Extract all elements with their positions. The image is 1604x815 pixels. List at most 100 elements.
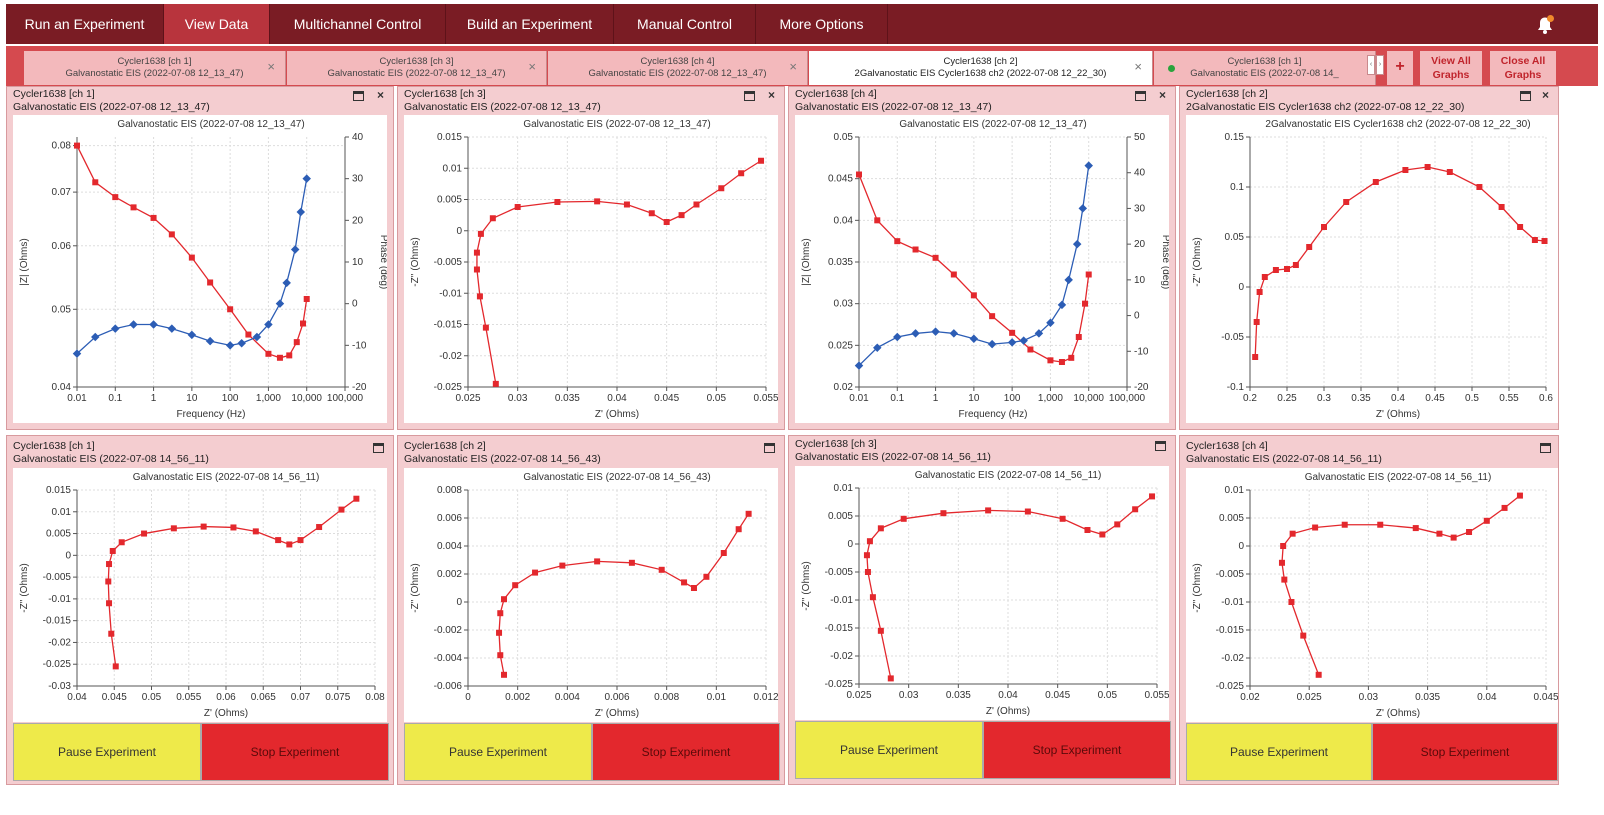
pause-experiment-button[interactable]: Pause Experiment	[795, 721, 983, 779]
data-point	[1256, 289, 1263, 295]
data-tab-ch2[interactable]: Cycler1638 [ch 2] 2Galvanostatic EIS Cyc…	[809, 51, 1153, 85]
data-point	[286, 352, 293, 359]
pause-experiment-button[interactable]: Pause Experiment	[13, 723, 201, 781]
close-icon[interactable]: ×	[789, 59, 797, 74]
data-point	[473, 266, 480, 273]
data-point	[1272, 267, 1279, 273]
data-point	[150, 214, 157, 221]
data-point	[1114, 521, 1121, 528]
data-point	[501, 596, 508, 603]
data-point	[559, 562, 566, 569]
graph-panel-8: Cycler1638 [ch 4] Galvanostatic EIS (2022…	[1179, 435, 1559, 785]
close-icon[interactable]: ×	[1134, 59, 1142, 74]
maximize-icon[interactable]	[1155, 441, 1166, 451]
y2-axis-label: Phase (deg)	[378, 235, 387, 289]
data-point	[303, 295, 310, 302]
data-point	[877, 525, 884, 532]
data-point	[1498, 204, 1505, 210]
pause-experiment-button[interactable]: Pause Experiment	[404, 723, 592, 781]
data-point	[496, 629, 503, 636]
chart-title: Galvanostatic EIS (2022-07-08 14_56_11)	[133, 472, 320, 483]
maximize-icon[interactable]	[1135, 91, 1146, 101]
data-point	[188, 254, 195, 261]
y-tick-label: -0.005	[825, 567, 854, 578]
maximize-icon[interactable]	[353, 91, 364, 101]
add-tab-button[interactable]: +	[1387, 51, 1413, 85]
plot-area: Galvanostatic EIS (2022-07-08 12_13_47) 0…	[13, 115, 387, 423]
data-point	[931, 327, 940, 336]
view-all-graphs-button[interactable]: View All Graphs	[1420, 51, 1482, 85]
data-point	[1541, 238, 1548, 244]
stop-experiment-button[interactable]: Stop Experiment	[201, 723, 389, 781]
y-tick-label: -0.006	[434, 681, 463, 692]
close-icon[interactable]: ×	[1159, 88, 1167, 102]
close-icon[interactable]: ×	[377, 88, 385, 102]
data-point	[1281, 576, 1288, 583]
stop-experiment-button[interactable]: Stop Experiment	[983, 721, 1171, 779]
data-point	[690, 585, 697, 591]
close-icon[interactable]: ×	[528, 59, 536, 74]
close-icon[interactable]: ×	[1542, 88, 1550, 102]
eis-nyquist-chart: 2Galvanostatic EIS Cycler1638 ch2 (2022-…	[1192, 119, 1553, 420]
graph-panel-4: Cycler1638 [ch 2] 2Galvanostatic EIS Cycl…	[1179, 86, 1559, 430]
y-tick-label: 0	[456, 597, 462, 608]
data-tab-ch1[interactable]: Cycler1638 [ch 1] Galvanostatic EIS (202…	[24, 51, 286, 85]
close-all-graphs-button[interactable]: Close All Graphs	[1490, 51, 1556, 85]
stop-experiment-button[interactable]: Stop Experiment	[1372, 723, 1558, 781]
data-point	[873, 343, 882, 352]
data-point	[1412, 525, 1419, 532]
data-point	[141, 530, 148, 537]
chart-title: Galvanostatic EIS (2022-07-08 14_56_11)	[1305, 472, 1492, 483]
x-tick-label: 0.025	[455, 393, 480, 404]
maximize-icon[interactable]	[744, 91, 755, 101]
x-tick-label: 0.035	[555, 393, 580, 404]
y2-tick-label: 50	[1134, 132, 1146, 143]
scroll-right-icon[interactable]: ›	[1376, 55, 1384, 75]
data-point	[512, 582, 519, 589]
maximize-icon[interactable]	[1520, 91, 1531, 101]
data-point	[1372, 179, 1379, 185]
bell-icon[interactable]	[1534, 14, 1556, 36]
y-tick-label: -0.002	[434, 625, 463, 636]
data-point	[738, 170, 745, 177]
data-point	[167, 324, 177, 333]
eis-nyquist-chart: Galvanostatic EIS (2022-07-08 14_56_43) 0…	[410, 472, 778, 719]
panel-experiment: Galvanostatic EIS (2022-07-08 14_56_11)	[1186, 453, 1382, 465]
maximize-icon[interactable]	[1540, 443, 1551, 453]
tab-build-experiment[interactable]: Build an Experiment	[446, 4, 614, 44]
y-tick-label: -0.01	[830, 595, 853, 606]
scroll-left-icon[interactable]: ‹	[1367, 55, 1375, 75]
data-point	[1341, 521, 1348, 528]
stop-experiment-button[interactable]: Stop Experiment	[592, 723, 780, 781]
x-tick-label: 0.05	[1098, 690, 1118, 701]
y-tick-label: -0.03	[48, 681, 71, 692]
data-point	[912, 246, 919, 253]
close-icon[interactable]: ×	[768, 88, 776, 102]
data-tab-ch3[interactable]: Cycler1638 [ch 3] Galvanostatic EIS (202…	[287, 51, 547, 85]
data-point	[1501, 504, 1508, 511]
tab-manual-control[interactable]: Manual Control	[614, 4, 756, 44]
data-point	[473, 249, 480, 256]
close-icon[interactable]: ×	[267, 59, 275, 74]
data-tab-ch4[interactable]: Cycler1638 [ch 4] Galvanostatic EIS (202…	[548, 51, 808, 85]
eis-bode-chart: Galvanostatic EIS (2022-07-08 12_13_47) 0…	[19, 119, 387, 420]
tab-multichannel-control[interactable]: Multichannel Control	[270, 4, 446, 44]
tab-more-options[interactable]: More Options	[756, 4, 888, 44]
data-point	[1084, 527, 1091, 533]
tab-view-data[interactable]: View Data	[164, 4, 270, 44]
data-point	[1280, 543, 1287, 549]
data-point	[112, 194, 119, 201]
maximize-icon[interactable]	[373, 443, 384, 453]
data-tab-ch1-b[interactable]: Cycler1638 [ch 1] Galvanostatic EIS (202…	[1154, 51, 1376, 85]
data-tab-subtitle: Galvanostatic EIS (2022-07-08 12_13_47)	[327, 68, 506, 79]
maximize-icon[interactable]	[764, 443, 775, 453]
x-tick-label: 0.01	[67, 393, 87, 404]
data-point	[1424, 164, 1431, 170]
panel-channel: Cycler1638 [ch 1]	[13, 88, 95, 100]
data-point	[989, 313, 996, 320]
tab-run-experiment[interactable]: Run an Experiment	[6, 4, 164, 44]
data-point	[293, 339, 300, 346]
data-point	[1084, 161, 1093, 170]
x-tick-label: 0.5	[1465, 393, 1479, 404]
pause-experiment-button[interactable]: Pause Experiment	[1186, 723, 1372, 781]
